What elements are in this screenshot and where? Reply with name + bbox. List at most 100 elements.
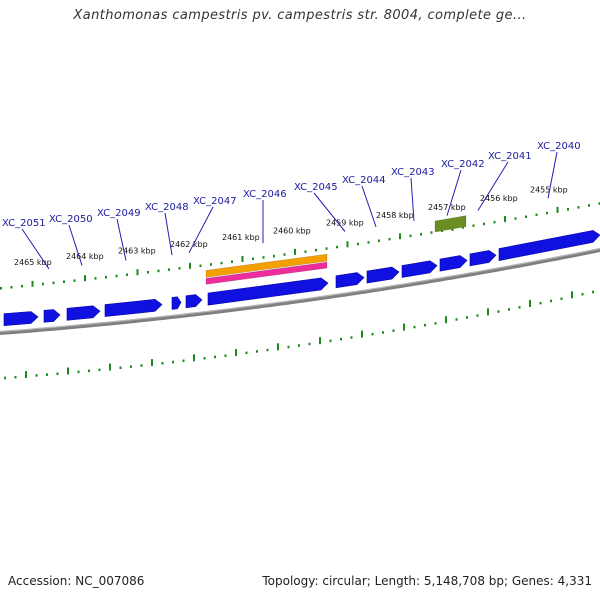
gene-label: XC_2048: [145, 202, 189, 213]
cds-arrow: [104, 298, 163, 317]
backbone-track: [0, 247, 600, 335]
gc-tick: [31, 280, 34, 287]
gc-tick: [168, 268, 170, 271]
gc-tick: [266, 348, 269, 352]
gc-tick: [361, 330, 363, 338]
gene-leader-line: [313, 192, 346, 232]
gc-tick: [577, 206, 580, 209]
kbp-scale: 2465 kbp 2464 kbp 2463 kbp 2462 kbp 2461 kbp…: [14, 185, 568, 266]
cds-arrow: [439, 255, 468, 272]
cds-arrow: [185, 294, 203, 309]
gc-tick: [392, 329, 395, 332]
gc-tick: [245, 351, 248, 355]
gc-tick: [329, 339, 332, 343]
gc-tick: [546, 211, 548, 215]
gc-tick: [539, 301, 542, 305]
gc-tick: [535, 213, 538, 217]
gc-tick: [504, 216, 506, 223]
gc-tick: [483, 222, 485, 226]
gc-tick: [367, 241, 370, 244]
gc-tick: [157, 269, 160, 273]
gc-tick: [119, 366, 122, 369]
gene-leader-line: [188, 206, 214, 254]
gc-tick: [25, 371, 27, 379]
gc-tick: [357, 242, 359, 246]
cds-arrow: [469, 250, 497, 267]
gc-tick: [298, 344, 300, 347]
gc-tick: [571, 291, 573, 299]
gc-tick: [105, 275, 107, 279]
kbp-tick-label: 2465 kbp: [14, 258, 52, 267]
gc-tick: [514, 217, 517, 220]
gc-tick: [115, 274, 118, 278]
gc-tick: [529, 300, 531, 307]
gc-tick: [493, 220, 496, 224]
gc-tick: [455, 318, 458, 321]
gc-tick: [472, 224, 475, 227]
gc-tick: [224, 354, 227, 357]
gc-tick: [172, 360, 174, 364]
gc-tick: [441, 229, 443, 233]
gc-tick: [140, 364, 143, 367]
gc-tick: [304, 250, 307, 253]
gene-leader-line: [21, 228, 50, 270]
gene-leader-line: [361, 185, 377, 227]
gc-tick: [35, 374, 38, 377]
olive-feature-bar: [434, 215, 467, 233]
gc-tick: [346, 241, 349, 248]
cds-track: [3, 230, 600, 327]
gc-tick: [325, 247, 328, 250]
gc-tick: [21, 284, 23, 288]
gc-tick: [560, 297, 563, 300]
kbp-tick-label: 2455 kbp: [530, 185, 568, 194]
gc-tick: [193, 354, 195, 362]
kbp-tick-label: 2459 kbp: [326, 219, 364, 228]
gene-label: XC_2044: [342, 175, 386, 186]
gc-tick: [308, 342, 311, 346]
gc-tick: [67, 367, 69, 375]
kbp-tick-label: 2460 kbp: [273, 226, 311, 235]
gc-tick: [466, 316, 468, 319]
kbp-tick-label: 2461 kbp: [222, 233, 260, 242]
gc-tick: [88, 369, 90, 373]
genome-summary: Topology: circular; Length: 5,148,708 bp…: [262, 574, 592, 588]
gene-label: XC_2042: [441, 159, 485, 170]
gc-tick: [550, 299, 552, 303]
gene-label: XC_2045: [294, 182, 338, 193]
gc-tick: [241, 256, 244, 262]
gc-tick: [42, 282, 44, 286]
gc-tick: [598, 202, 600, 205]
gc-tick: [336, 245, 338, 249]
gc-tick: [434, 322, 437, 325]
gene-label: XC_2049: [97, 208, 141, 219]
gc-tick: [388, 237, 391, 241]
gc-tick: [424, 323, 426, 327]
gc-tick: [147, 271, 149, 274]
gene-label: XC_2046: [243, 189, 287, 200]
gc-tick: [84, 275, 86, 282]
backbone-highlight: [0, 247, 600, 333]
gc-tick: [273, 254, 275, 258]
cds-arrow: [43, 309, 61, 323]
gc-tick: [262, 256, 265, 259]
gc-tick: [136, 269, 139, 276]
cds-arrow: [401, 260, 438, 278]
gc-tick: [189, 262, 191, 269]
gene-label: XC_2040: [537, 141, 581, 152]
kbp-tick-label: 2464 kbp: [66, 252, 104, 261]
gc-tick: [315, 248, 317, 252]
gc-tick: [0, 287, 2, 290]
gene-label: XC_2041: [488, 151, 532, 162]
kbp-tick-label: 2457 kbp: [428, 203, 466, 212]
feature-track: [205, 215, 467, 285]
cds-arrow: [498, 230, 600, 261]
accession-label: Accession: NC_007086: [8, 574, 145, 588]
gc-tick: [420, 233, 422, 236]
gene-leader-line: [547, 151, 558, 199]
gc-tick: [497, 310, 500, 313]
gc-tick: [476, 314, 479, 317]
gc-tick: [581, 293, 584, 296]
gc-tick: [371, 332, 374, 336]
gc-tick: [518, 306, 521, 309]
gc-tick: [403, 323, 405, 331]
